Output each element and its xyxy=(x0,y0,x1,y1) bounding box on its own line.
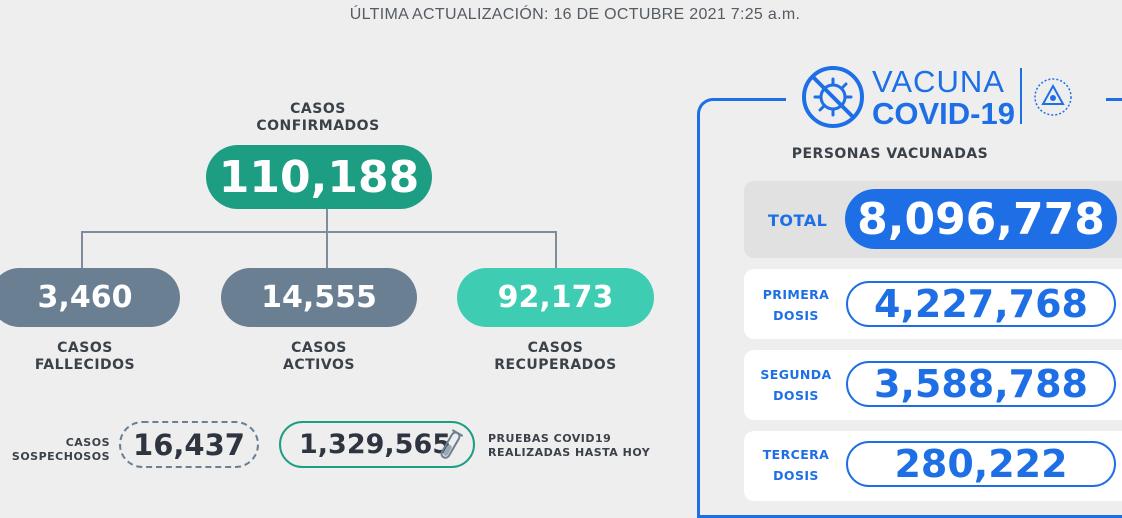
tests-label-line2: REALIZADAS HASTA HOY xyxy=(488,446,651,459)
vaccine-logo-line2: COVID-19 xyxy=(872,96,1015,131)
third-dose-label-line1: TERCERA xyxy=(762,447,830,462)
confirmed-value-pill: 110,188 xyxy=(206,145,432,209)
tests-label-line1: PRUEBAS COVID19 xyxy=(488,432,612,445)
last-update-text: ÚLTIMA ACTUALIZACIÓN: 16 DE OCTUBRE 2021… xyxy=(349,6,801,23)
confirmed-label-line1: CASOS xyxy=(290,101,346,117)
tests-value: 1,329,565 xyxy=(299,429,452,460)
suspected-label-line1: CASOS xyxy=(65,436,110,449)
persons-vaccinated-title: PERSONAS VACUNADAS xyxy=(791,146,989,162)
suspected-label-line2: SOSPECHOSOS xyxy=(11,450,110,463)
deceased-label-line2: FALLECIDOS xyxy=(34,357,136,373)
second-dose-label-line2: DOSIS xyxy=(773,388,819,403)
third-dose-value-pill: 280,222 xyxy=(846,441,1116,487)
first-dose-label-line1: PRIMERA xyxy=(762,287,830,302)
recovered-value-pill: 92,173 xyxy=(457,268,654,327)
second-dose-value-pill: 3,588,788 xyxy=(846,361,1116,407)
tree-line-horizontal xyxy=(81,231,557,233)
deceased-value-pill: 3,460 xyxy=(0,268,180,327)
total-value-pill: 8,096,778 xyxy=(845,189,1117,249)
tests-label: PRUEBAS COVID19 REALIZADAS HASTA HOY xyxy=(488,432,688,460)
second-dose-label: SEGUNDA DOSIS xyxy=(746,364,846,406)
active-label-line1: CASOS xyxy=(291,340,347,356)
first-dose-value-pill: 4,227,768 xyxy=(846,281,1116,327)
first-dose-card xyxy=(744,269,1122,339)
tree-line-vertical-right xyxy=(555,231,557,268)
active-label-line2: ACTIVOS xyxy=(283,357,355,373)
no-virus-icon xyxy=(800,64,866,134)
tree-line-vertical-center xyxy=(326,209,328,268)
vaccine-logo-line1: VACUNA xyxy=(872,64,1005,99)
tests-value-box: 1,329,565 xyxy=(279,421,475,468)
first-dose-label-line2: DOSIS xyxy=(773,308,819,323)
tree-line-vertical-left xyxy=(81,231,83,268)
suspected-value-box: 16,437 xyxy=(119,421,259,468)
el-salvador-seal-icon xyxy=(1032,76,1074,122)
first-dose-label: PRIMERA DOSIS xyxy=(746,284,846,326)
recovered-label: CASOS RECUPERADOS xyxy=(457,340,654,374)
third-dose-label: TERCERA DOSIS xyxy=(746,444,846,486)
recovered-label-line1: CASOS xyxy=(527,340,584,356)
test-tube-icon xyxy=(437,429,464,470)
second-dose-label-line1: SEGUNDA xyxy=(760,367,832,382)
recovered-label-line2: RECUPERADOS xyxy=(494,357,617,373)
third-dose-label-line2: DOSIS xyxy=(773,468,819,483)
deceased-label: CASOS FALLECIDOS xyxy=(0,340,180,374)
deceased-label-line1: CASOS xyxy=(57,340,113,356)
confirmed-label-line2: CONFIRMADOS xyxy=(256,118,380,134)
active-label: CASOS ACTIVOS xyxy=(221,340,417,374)
active-value-pill: 14,555 xyxy=(221,268,417,327)
confirmed-label: CASOS CONFIRMADOS xyxy=(218,101,418,135)
vaccination-logo: VACUNA COVID-19 xyxy=(786,62,1106,134)
total-label: TOTAL xyxy=(768,211,828,230)
suspected-label: CASOS SOSPECHOSOS xyxy=(0,436,110,464)
logo-divider xyxy=(1020,68,1022,124)
